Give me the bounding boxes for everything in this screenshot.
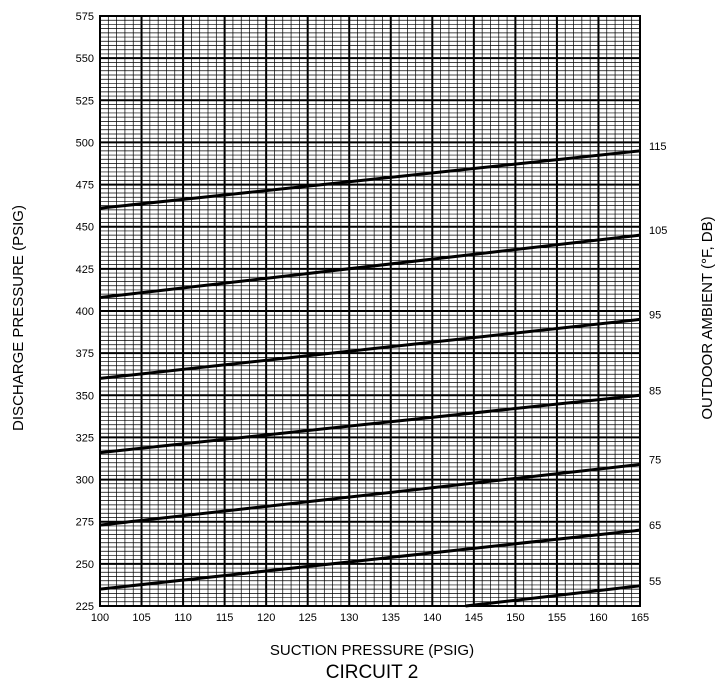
x-tick-label: 110 [174, 612, 192, 624]
y-tick-label: 575 [76, 11, 94, 23]
y-tick-label: 325 [76, 432, 94, 444]
x-tick-label: 130 [340, 612, 358, 624]
x-axis-title: SUCTION PRESSURE (PSIG) [270, 642, 474, 659]
series-line-65 [99, 528, 641, 591]
series-line-55 [465, 584, 641, 608]
series-label-55: 55 [649, 576, 661, 588]
series-label-75: 75 [649, 454, 661, 466]
x-tick-label: 105 [132, 612, 150, 624]
x-tick-label: 165 [631, 612, 649, 624]
x-tick-label: 140 [423, 612, 441, 624]
x-tick-label: 155 [548, 612, 566, 624]
y-tick-label: 475 [76, 180, 94, 192]
series-line-105 [99, 233, 641, 300]
y-tick-label: 225 [76, 601, 94, 613]
series-label-95: 95 [649, 309, 661, 321]
series-line-115 [99, 149, 641, 210]
x-tick-label: 135 [382, 612, 400, 624]
y-tick-label: 250 [76, 559, 94, 571]
y-tick-label: 400 [76, 306, 94, 318]
x-tick-label: 125 [299, 612, 317, 624]
x-tick-label: 120 [257, 612, 275, 624]
series-label-85: 85 [649, 385, 661, 397]
y-tick-label: 275 [76, 517, 94, 529]
y-tick-label: 300 [76, 475, 94, 487]
series-label-115: 115 [649, 141, 667, 153]
y-tick-labels: 225 250 275 300 325 350 375 400 425 450 475 500 525 5… [76, 11, 94, 613]
y-tick-label: 550 [76, 53, 94, 65]
y-tick-label: 375 [76, 348, 94, 360]
y2-axis-title: OUTDOOR AMBIENT (°F, DB) [699, 216, 716, 419]
x-tick-label: 100 [91, 612, 109, 624]
y-tick-label: 350 [76, 390, 94, 402]
chart-caption: CIRCUIT 2 [326, 662, 419, 683]
y-tick-label: 525 [76, 95, 94, 107]
series-line-75 [99, 462, 641, 527]
x-tick-label: 160 [589, 612, 607, 624]
y-axis-title: DISCHARGE PRESSURE (PSIG) [10, 205, 27, 431]
series-line-85 [99, 393, 641, 455]
x-tick-labels: 100 105 110 115 120 125 130 135 140 145 150 155 160 1… [91, 612, 649, 624]
y-tick-label: 450 [76, 222, 94, 234]
plot-frame [99, 15, 641, 607]
y-tick-label: 425 [76, 264, 94, 276]
series-line-95 [99, 317, 641, 380]
x-tick-label: 150 [506, 612, 524, 624]
series-label-105: 105 [649, 225, 667, 237]
x-tick-label: 145 [465, 612, 483, 624]
series-labels: 115 105 95 85 75 65 55 [649, 141, 667, 588]
series-lines [99, 149, 641, 608]
y-tick-label: 500 [76, 137, 94, 149]
x-tick-label: 115 [216, 612, 234, 624]
series-label-65: 65 [649, 520, 661, 532]
major-gridlines [99, 15, 641, 607]
